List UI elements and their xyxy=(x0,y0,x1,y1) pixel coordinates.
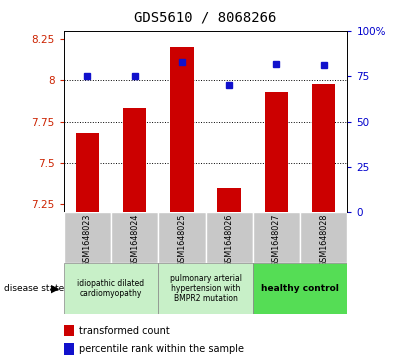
Text: GSM1648024: GSM1648024 xyxy=(130,214,139,267)
Text: percentile rank within the sample: percentile rank within the sample xyxy=(79,344,244,354)
Bar xyxy=(64,343,74,355)
Bar xyxy=(64,263,158,314)
Text: GSM1648025: GSM1648025 xyxy=(178,214,186,268)
Bar xyxy=(265,92,288,212)
Text: disease state: disease state xyxy=(4,284,65,293)
Bar xyxy=(300,212,347,263)
Text: GDS5610 / 8068266: GDS5610 / 8068266 xyxy=(134,11,277,25)
Bar xyxy=(253,212,300,263)
Text: GSM1648027: GSM1648027 xyxy=(272,214,281,268)
Bar xyxy=(76,133,99,212)
Bar xyxy=(206,212,253,263)
Bar xyxy=(158,212,206,263)
Text: healthy control: healthy control xyxy=(261,284,339,293)
Bar xyxy=(123,109,146,212)
Text: ▶: ▶ xyxy=(51,284,60,294)
Bar xyxy=(312,83,335,212)
Text: idiopathic dilated
cardiomyopathy: idiopathic dilated cardiomyopathy xyxy=(77,279,145,298)
Text: GSM1648026: GSM1648026 xyxy=(225,214,233,267)
Text: GSM1648028: GSM1648028 xyxy=(319,214,328,267)
Bar xyxy=(64,212,111,263)
Bar xyxy=(64,325,74,336)
Bar xyxy=(111,212,158,263)
Bar xyxy=(253,263,347,314)
Bar xyxy=(170,47,194,212)
Bar xyxy=(217,188,241,212)
Text: transformed count: transformed count xyxy=(79,326,170,336)
Text: GSM1648023: GSM1648023 xyxy=(83,214,92,267)
Text: pulmonary arterial
hypertension with
BMPR2 mutation: pulmonary arterial hypertension with BMP… xyxy=(169,274,242,303)
Bar xyxy=(158,263,253,314)
